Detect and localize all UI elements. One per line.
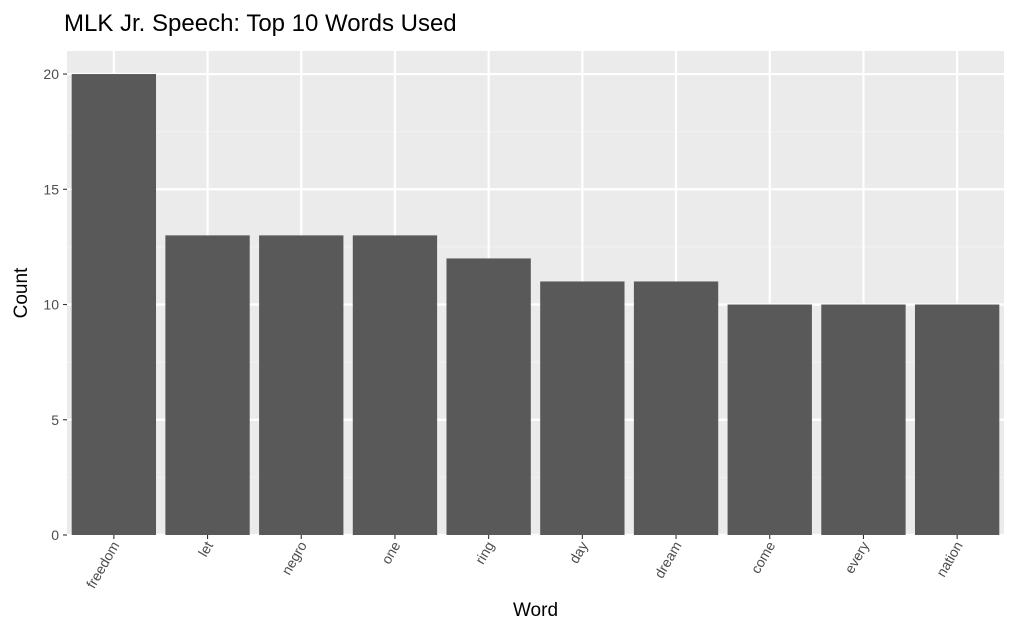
x-tick-label: let [195, 538, 216, 559]
bar-negro [259, 235, 344, 535]
x-tick-label: one [378, 538, 404, 566]
x-tick-label: nation [933, 539, 966, 580]
y-tick-label: 20 [43, 66, 59, 82]
x-tick-label: dream [651, 539, 685, 581]
bar-every [821, 304, 906, 535]
y-tick-label: 5 [51, 412, 59, 428]
y-axis-title: Count [11, 267, 32, 318]
x-tick-label: ring [472, 539, 498, 567]
bar-one [352, 235, 438, 535]
x-tick-label: day [566, 539, 591, 567]
y-axis: 0 5 10 15 20 [43, 66, 67, 543]
bar-let [165, 235, 250, 535]
x-tick-label: come [747, 538, 778, 576]
bar-come [727, 304, 812, 535]
bar-nation [914, 304, 1000, 535]
x-axis-title: Word [513, 600, 558, 621]
y-tick-label: 15 [43, 181, 59, 197]
bar-ring [446, 258, 531, 535]
x-tick-label: freedom [83, 539, 123, 591]
y-tick-label: 0 [51, 527, 59, 543]
bar-day [540, 281, 625, 535]
x-axis: freedom let negro one ring day dream come every n… [83, 535, 966, 591]
bar-freedom [71, 74, 157, 536]
x-tick-label: negro [278, 538, 310, 577]
x-tick-label: every [841, 539, 872, 577]
chart-title: MLK Jr. Speech: Top 10 Words Used [64, 10, 457, 37]
bar-dream [633, 281, 719, 535]
y-tick-label: 10 [43, 297, 59, 313]
bars [71, 74, 1000, 536]
